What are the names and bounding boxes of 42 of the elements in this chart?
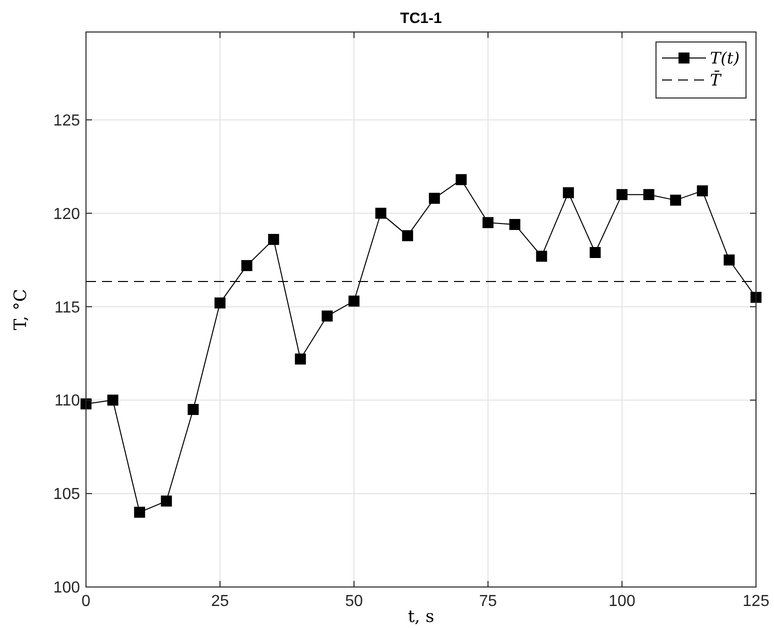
point bbox=[750, 292, 762, 303]
y-tick-label: 100 bbox=[53, 580, 80, 597]
x-tick-label: 0 bbox=[82, 593, 91, 610]
point bbox=[214, 297, 226, 308]
point bbox=[724, 254, 735, 266]
y-tick-label: 105 bbox=[53, 486, 80, 504]
point bbox=[456, 174, 467, 186]
legend-label: T̄ bbox=[710, 70, 722, 90]
y-tick-label: 120 bbox=[53, 206, 80, 223]
point bbox=[536, 250, 548, 262]
x-tick-label: 25 bbox=[211, 593, 229, 610]
y-tick-label: 115 bbox=[54, 299, 80, 316]
x-tick-label: 75 bbox=[479, 593, 497, 610]
x-axis-title: t, s bbox=[408, 607, 434, 627]
point bbox=[268, 234, 280, 245]
point bbox=[241, 260, 252, 272]
point bbox=[322, 310, 333, 322]
point bbox=[616, 189, 628, 200]
chart-title: TC1-1 bbox=[400, 10, 442, 27]
point bbox=[643, 189, 654, 200]
point bbox=[670, 194, 682, 206]
point bbox=[160, 496, 172, 507]
point bbox=[188, 404, 199, 415]
point bbox=[562, 187, 574, 198]
legend-label: T(t) bbox=[710, 48, 740, 68]
point bbox=[696, 185, 708, 196]
point bbox=[294, 354, 306, 365]
y-tick-label: 110 bbox=[54, 392, 80, 410]
point bbox=[348, 296, 360, 307]
point bbox=[107, 394, 118, 406]
point bbox=[402, 230, 414, 242]
x-tick-label: 100 bbox=[608, 593, 636, 610]
y-axis-title: T, °C bbox=[11, 288, 31, 330]
x-tick-label: 50 bbox=[345, 593, 363, 610]
x-tick-label: 125 bbox=[742, 593, 770, 610]
point bbox=[482, 217, 494, 228]
point bbox=[375, 208, 386, 219]
point bbox=[428, 192, 440, 204]
point bbox=[509, 218, 520, 230]
point bbox=[134, 506, 146, 518]
point bbox=[590, 247, 601, 258]
y-tick-label: 125 bbox=[53, 112, 80, 130]
